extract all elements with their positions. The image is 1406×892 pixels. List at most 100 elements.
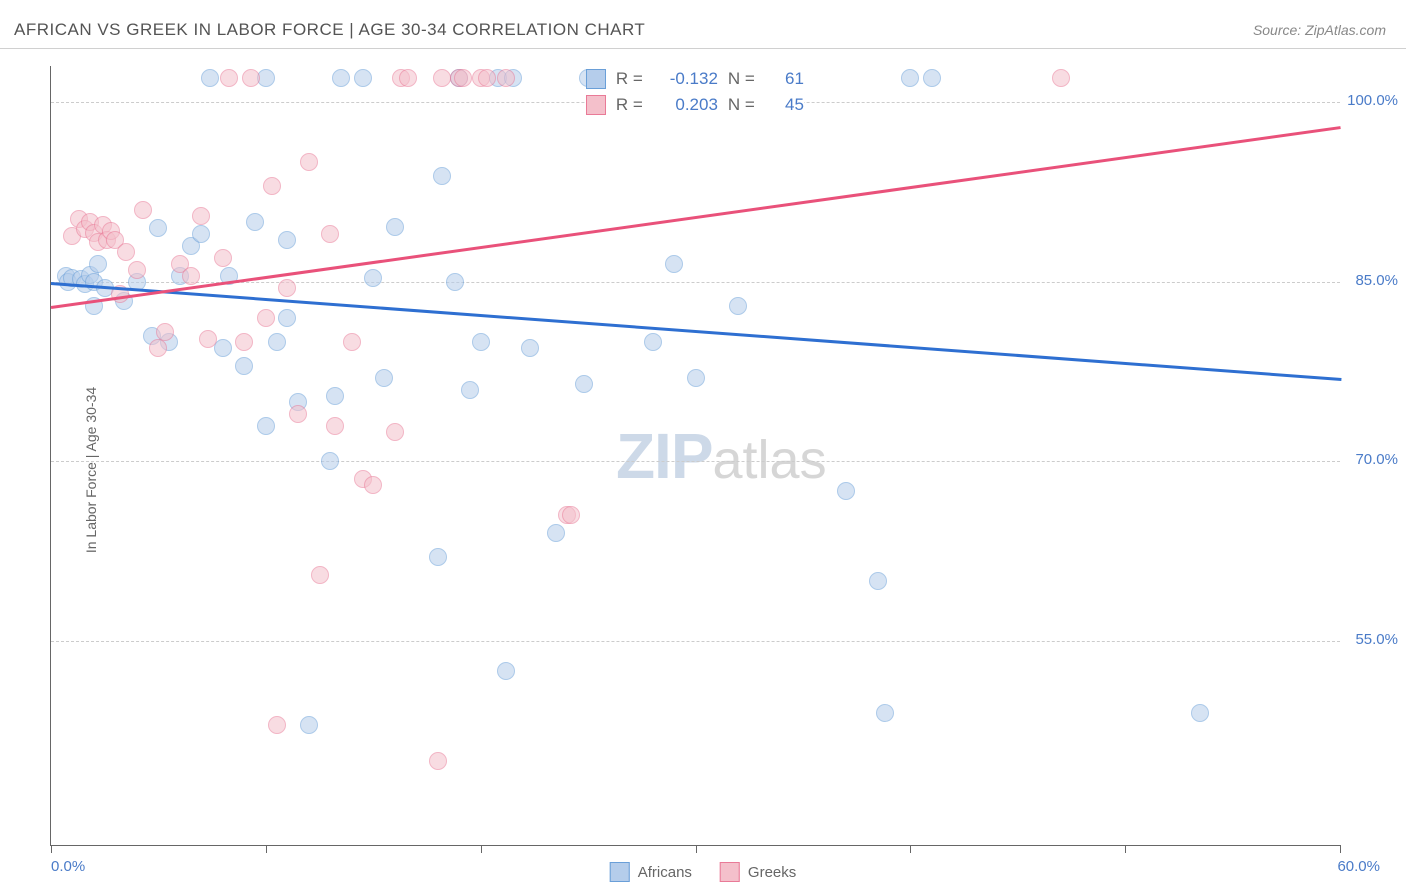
scatter-point (235, 333, 253, 351)
legend-r-label: R = (616, 69, 648, 89)
scatter-point (257, 417, 275, 435)
legend-swatch (586, 95, 606, 115)
y-tick-label: 70.0% (1355, 451, 1398, 468)
chart-title: AFRICAN VS GREEK IN LABOR FORCE | AGE 30… (14, 20, 645, 40)
scatter-point (497, 662, 515, 680)
legend-r-value: 0.203 (658, 95, 718, 115)
scatter-point (268, 716, 286, 734)
x-tick (266, 845, 267, 853)
scatter-point (429, 752, 447, 770)
legend-n-value: 45 (770, 95, 804, 115)
x-axis-max-label: 60.0% (1337, 858, 1380, 875)
x-tick (696, 845, 697, 853)
scatter-point (472, 333, 490, 351)
scatter-point (235, 357, 253, 375)
scatter-point (321, 225, 339, 243)
legend-item: Africans (610, 862, 692, 882)
y-tick-label: 55.0% (1355, 631, 1398, 648)
scatter-point (901, 69, 919, 87)
legend-r-value: -0.132 (658, 69, 718, 89)
scatter-point (399, 69, 417, 87)
scatter-point (192, 207, 210, 225)
scatter-point (321, 452, 339, 470)
scatter-point (117, 243, 135, 261)
scatter-point (89, 255, 107, 273)
scatter-point (199, 330, 217, 348)
scatter-point (562, 506, 580, 524)
scatter-point (300, 716, 318, 734)
scatter-point (220, 69, 238, 87)
scatter-point (923, 69, 941, 87)
watermark: ZIPatlas (616, 419, 827, 493)
scatter-point (289, 405, 307, 423)
legend-swatch (610, 862, 630, 882)
scatter-point (837, 482, 855, 500)
legend-n-label: N = (728, 95, 760, 115)
scatter-point (354, 69, 372, 87)
scatter-point (149, 219, 167, 237)
scatter-point (1052, 69, 1070, 87)
chart-container: In Labor Force | Age 30-34 ZIPatlas 100.… (0, 48, 1406, 892)
scatter-point (201, 69, 219, 87)
scatter-point (665, 255, 683, 273)
legend-n-value: 61 (770, 69, 804, 89)
scatter-point (257, 309, 275, 327)
plot-area: ZIPatlas 100.0%85.0%70.0%55.0%0.0%60.0%R… (50, 66, 1340, 846)
legend-n-label: N = (728, 69, 760, 89)
x-tick (51, 845, 52, 853)
gridline (51, 641, 1340, 642)
scatter-point (326, 417, 344, 435)
scatter-point (278, 231, 296, 249)
scatter-point (521, 339, 539, 357)
scatter-point (386, 218, 404, 236)
scatter-point (134, 201, 152, 219)
scatter-point (644, 333, 662, 351)
legend-stats: R = -0.132 N = 61 R = 0.203 N = 45 (586, 66, 804, 118)
scatter-point (364, 269, 382, 287)
scatter-point (149, 339, 167, 357)
scatter-point (300, 153, 318, 171)
scatter-point (446, 273, 464, 291)
scatter-point (497, 69, 515, 87)
scatter-point (332, 69, 350, 87)
legend-swatch (720, 862, 740, 882)
scatter-point (869, 572, 887, 590)
scatter-point (128, 261, 146, 279)
scatter-point (268, 333, 286, 351)
scatter-point (547, 524, 565, 542)
scatter-point (364, 476, 382, 494)
legend-stats-row: R = 0.203 N = 45 (586, 92, 804, 118)
gridline (51, 282, 1340, 283)
scatter-point (433, 167, 451, 185)
source-attribution: Source: ZipAtlas.com (1253, 22, 1386, 38)
gridline (51, 461, 1340, 462)
scatter-point (182, 267, 200, 285)
legend-r-label: R = (616, 95, 648, 115)
scatter-point (461, 381, 479, 399)
x-tick (910, 845, 911, 853)
scatter-point (278, 309, 296, 327)
y-tick-label: 85.0% (1355, 272, 1398, 289)
scatter-point (326, 387, 344, 405)
scatter-point (575, 375, 593, 393)
legend-item: Greeks (720, 862, 796, 882)
x-tick (1125, 845, 1126, 853)
watermark-atlas: atlas (713, 430, 827, 490)
scatter-point (343, 333, 361, 351)
scatter-point (454, 69, 472, 87)
legend-stats-row: R = -0.132 N = 61 (586, 66, 804, 92)
scatter-point (433, 69, 451, 87)
scatter-point (478, 69, 496, 87)
scatter-point (242, 69, 260, 87)
scatter-point (429, 548, 447, 566)
x-tick (481, 845, 482, 853)
scatter-point (311, 566, 329, 584)
y-tick-label: 100.0% (1347, 92, 1398, 109)
scatter-point (375, 369, 393, 387)
scatter-point (246, 213, 264, 231)
scatter-point (386, 423, 404, 441)
scatter-point (214, 249, 232, 267)
scatter-point (263, 177, 281, 195)
legend-label: Africans (638, 864, 692, 881)
scatter-point (687, 369, 705, 387)
